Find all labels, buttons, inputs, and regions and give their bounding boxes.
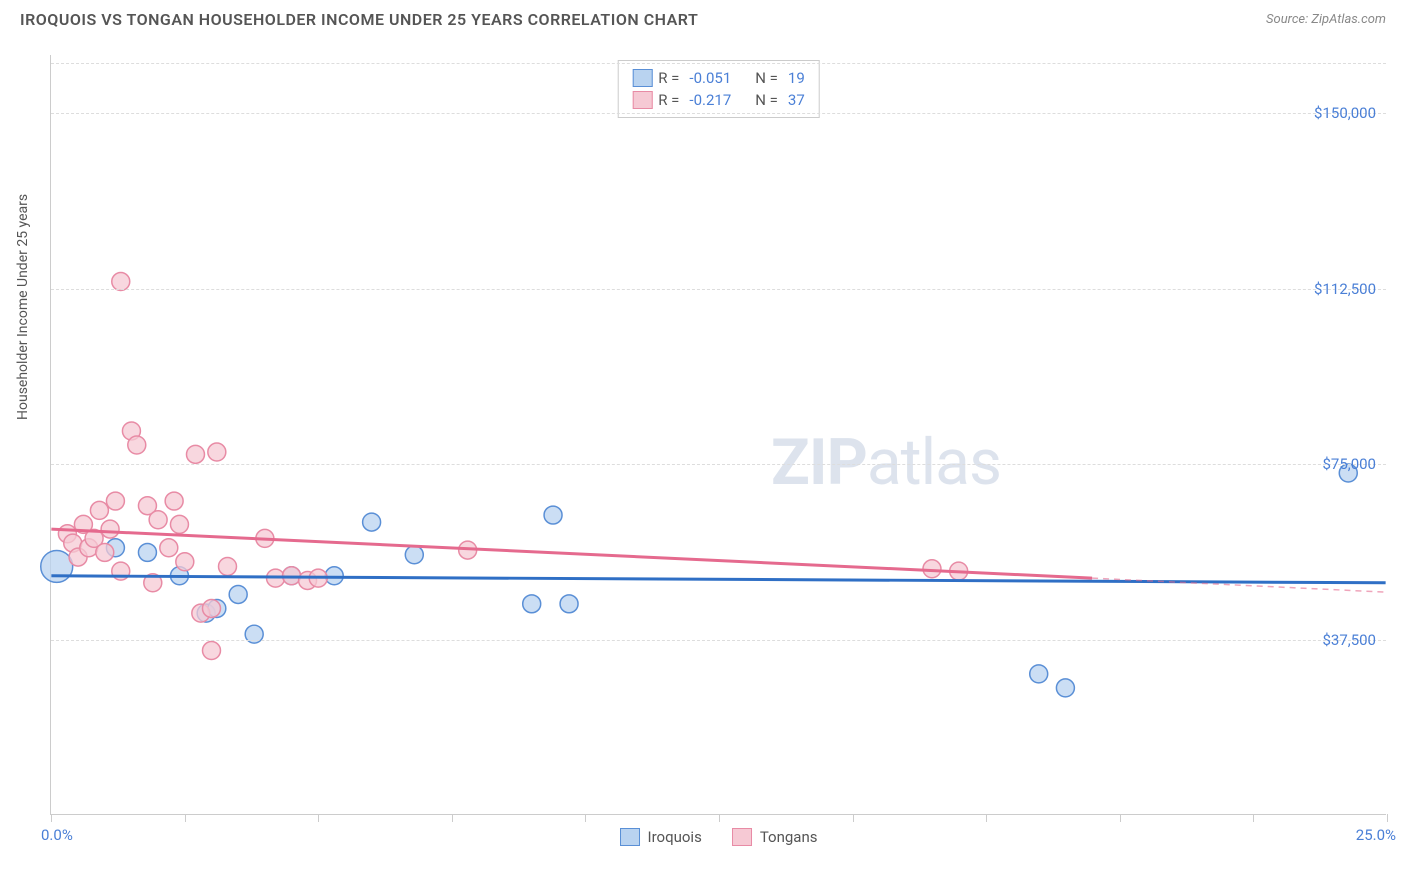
x-tick — [853, 814, 854, 822]
x-tick — [51, 814, 52, 822]
data-point — [1056, 679, 1074, 697]
x-tick — [185, 814, 186, 822]
data-point — [544, 506, 562, 524]
x-tick — [986, 814, 987, 822]
legend-swatch — [632, 91, 652, 109]
legend-r-label: R = — [658, 91, 679, 109]
gridline — [51, 289, 1386, 290]
x-tick — [719, 814, 720, 822]
source-attribution: Source: ZipAtlas.com — [1266, 12, 1386, 27]
data-point — [106, 492, 124, 510]
y-tick-label: $150,000 — [1314, 104, 1376, 122]
data-point — [202, 642, 220, 660]
legend-label: Iroquois — [648, 828, 702, 846]
y-axis-label: Householder Income Under 25 years — [15, 194, 31, 420]
data-point — [160, 539, 178, 557]
legend-r-value: -0.051 — [689, 69, 731, 87]
data-point — [165, 492, 183, 510]
trend-line — [51, 576, 1385, 583]
series-legend: Iroquois Tongans — [620, 828, 818, 846]
data-point — [219, 557, 237, 575]
x-tick — [1253, 814, 1254, 822]
legend-swatch — [632, 69, 652, 87]
x-axis-min-label: 0.0% — [41, 826, 73, 844]
legend-r-value: -0.217 — [689, 91, 731, 109]
legend-item: Tongans — [732, 828, 818, 846]
data-point — [560, 595, 578, 613]
gridline — [51, 113, 1386, 114]
gridline — [51, 63, 1386, 64]
data-point — [149, 511, 167, 529]
data-point — [96, 543, 114, 561]
data-point — [176, 553, 194, 571]
data-point — [208, 443, 226, 461]
x-axis-max-label: 25.0% — [1356, 826, 1396, 844]
chart-plot-area: ZIPatlas R =-0.051N =19R =-0.217N =37 0.… — [50, 55, 1386, 815]
data-point — [202, 599, 220, 617]
x-tick — [1387, 814, 1388, 822]
data-point — [90, 501, 108, 519]
x-tick — [452, 814, 453, 822]
scatter-plot-svg — [51, 55, 1386, 814]
gridline — [51, 640, 1386, 641]
legend-row: R = -0.217 N = 37 — [632, 89, 805, 111]
trend-line — [51, 529, 1092, 578]
chart-title: IROQUOIS VS TONGAN HOUSEHOLDER INCOME UN… — [20, 10, 698, 29]
data-point — [363, 513, 381, 531]
data-point — [112, 273, 130, 291]
correlation-legend: R = -0.051 N = 19 R = -0.217 N = 37 — [617, 60, 820, 118]
legend-n-label: N = — [755, 91, 778, 109]
gridline — [51, 464, 1386, 465]
legend-item: Iroquois — [620, 828, 702, 846]
legend-n-value: 37 — [788, 91, 805, 109]
legend-swatch — [732, 828, 752, 846]
data-point — [523, 595, 541, 613]
legend-n-value: 19 — [788, 69, 805, 87]
data-point — [41, 550, 73, 582]
x-tick — [318, 814, 319, 822]
data-point — [923, 560, 941, 578]
legend-n-label: N = — [755, 69, 778, 87]
legend-row: R = -0.051 N = 19 — [632, 67, 805, 89]
data-point — [170, 515, 188, 533]
y-tick-label: $112,500 — [1314, 280, 1376, 298]
y-tick-label: $37,500 — [1322, 631, 1376, 649]
x-tick — [585, 814, 586, 822]
y-tick-label: $75,000 — [1322, 455, 1376, 473]
legend-swatch — [620, 828, 640, 846]
data-point — [1030, 665, 1048, 683]
legend-r-label: R = — [658, 69, 679, 87]
legend-label: Tongans — [760, 828, 818, 846]
data-point — [101, 520, 119, 538]
x-tick — [1120, 814, 1121, 822]
data-point — [128, 436, 146, 454]
trend-line-extrapolation — [1092, 578, 1386, 592]
data-point — [229, 585, 247, 603]
data-point — [138, 543, 156, 561]
data-point — [186, 445, 204, 463]
data-point — [405, 546, 423, 564]
